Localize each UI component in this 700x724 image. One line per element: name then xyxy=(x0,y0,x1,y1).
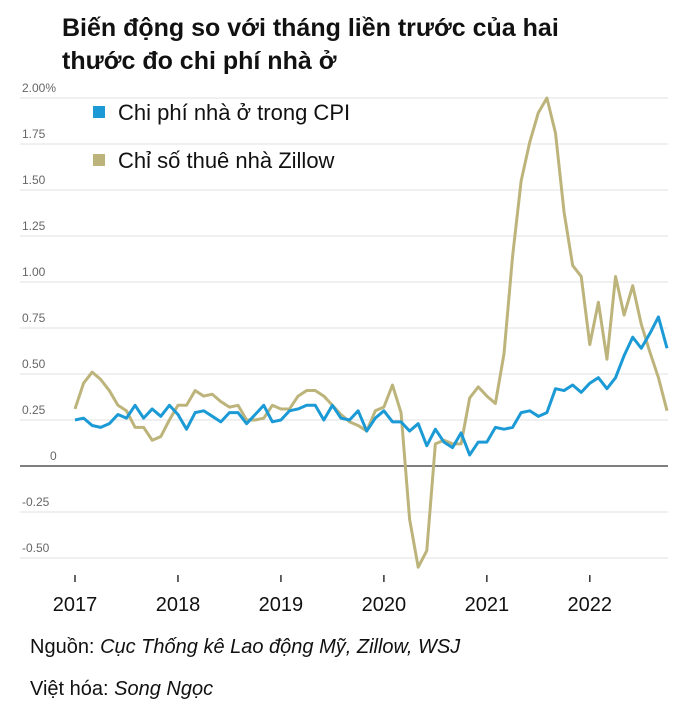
y-tick-label: 0.25 xyxy=(22,403,46,417)
translator-label: Việt hóa: xyxy=(30,678,115,700)
y-tick-label: 0.75 xyxy=(22,311,46,325)
translator-text: Song Ngọc xyxy=(114,678,214,700)
translator-note: Việt hóa: Song Ngọc xyxy=(30,678,213,701)
x-tick-label: 2020 xyxy=(362,594,407,616)
x-tick-label: 2021 xyxy=(465,594,510,616)
legend-swatch xyxy=(93,106,105,118)
x-tick-label: 2017 xyxy=(53,594,98,616)
y-tick-label: 0.50 xyxy=(22,357,46,371)
y-tick-label: 1.25 xyxy=(22,219,46,233)
legend-label: Chi phí nhà ở trong CPI xyxy=(118,100,350,125)
source-label: Nguồn: xyxy=(30,636,101,658)
y-tick-label: 1.00 xyxy=(22,265,46,279)
y-tick-label: 2.00% xyxy=(22,81,56,95)
legend-label: Chỉ số thuê nhà Zillow xyxy=(118,148,335,173)
series-line-cpi-shelter xyxy=(74,315,669,457)
x-tick-label: 2018 xyxy=(156,594,201,616)
source-note: Nguồn: Cục Thống kê Lao động Mỹ, Zillow,… xyxy=(30,636,460,659)
x-tick-label: 2019 xyxy=(259,594,304,616)
source-text: Cục Thống kê Lao động Mỹ, Zillow, WSJ xyxy=(100,636,461,658)
y-tick-label: -0.25 xyxy=(22,495,50,509)
y-tick-label: 1.75 xyxy=(22,127,46,141)
x-tick-label: 2022 xyxy=(568,594,613,616)
y-tick-label: -0.50 xyxy=(22,541,50,555)
legend-swatch xyxy=(93,154,105,166)
y-tick-label: 1.50 xyxy=(22,173,46,187)
chart-title: Biến động so với tháng liền trước của ha… xyxy=(62,14,559,75)
series-line-zillow-rent xyxy=(73,96,669,569)
y-tick-label: 0 xyxy=(50,449,57,463)
